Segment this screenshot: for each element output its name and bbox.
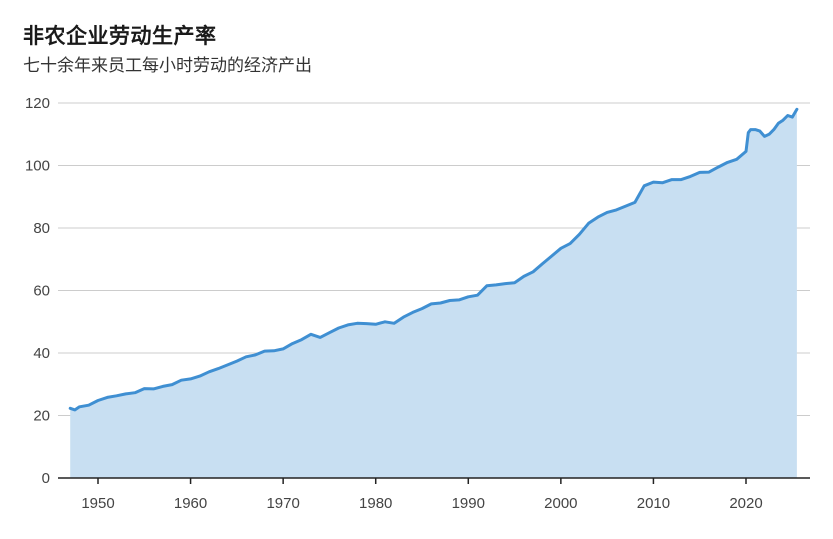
x-tick-label: 1960 bbox=[174, 495, 207, 512]
y-tick-label: 60 bbox=[33, 283, 50, 300]
x-axis-ticks: 1950 1960 1970 1980 1990 2000 2010 2020 bbox=[81, 478, 763, 512]
y-tick-label: 0 bbox=[42, 470, 50, 487]
x-tick-label: 1980 bbox=[359, 495, 392, 512]
y-tick-label: 40 bbox=[33, 345, 50, 362]
x-tick-label: 2020 bbox=[729, 495, 762, 512]
x-tick-label: 1970 bbox=[266, 495, 299, 512]
chart-title: 非农企业劳动生产率 bbox=[23, 24, 217, 48]
y-tick-label: 20 bbox=[33, 408, 50, 425]
x-tick-label: 1990 bbox=[452, 495, 485, 512]
y-tick-label: 120 bbox=[25, 95, 50, 112]
chart-subtitle: 七十余年来员工每小时劳动的经济产出 bbox=[23, 56, 312, 76]
x-tick-label: 1950 bbox=[81, 495, 114, 512]
y-axis-labels: 0 20 40 60 80 100 120 bbox=[25, 95, 50, 487]
x-tick-label: 2010 bbox=[637, 495, 670, 512]
y-tick-label: 100 bbox=[25, 158, 50, 175]
data-line bbox=[68, 107, 799, 412]
y-tick-label: 80 bbox=[33, 220, 50, 237]
x-tick-label: 2000 bbox=[544, 495, 577, 512]
area-fill bbox=[70, 109, 797, 479]
